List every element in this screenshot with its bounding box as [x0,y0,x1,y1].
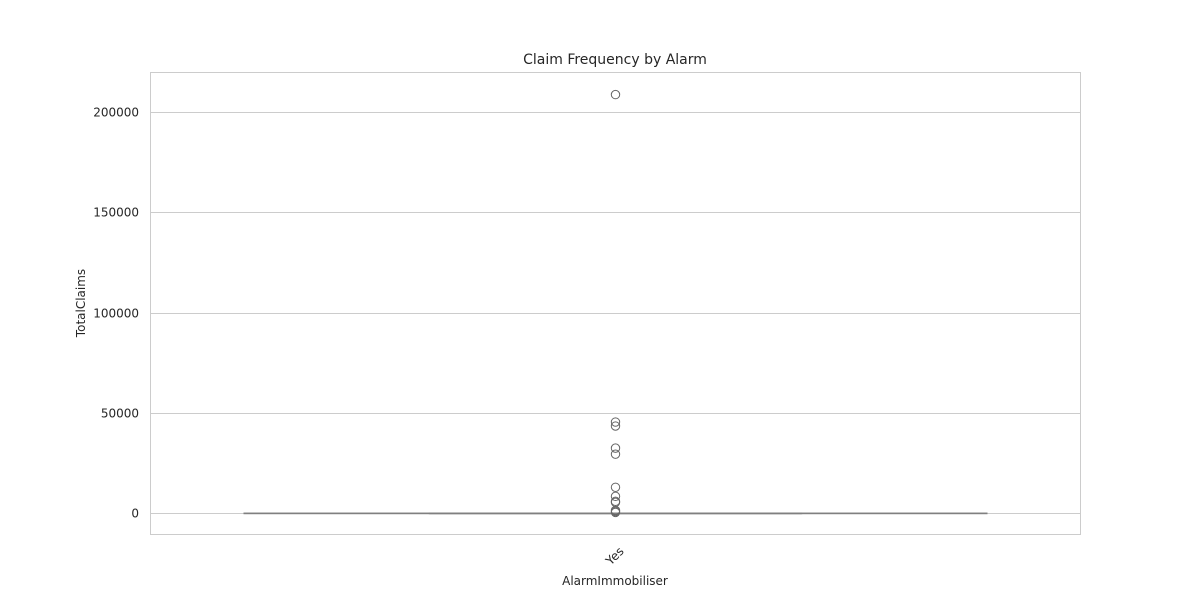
x-tick-label: Yes [602,544,626,568]
outlier-point [610,449,621,459]
y-tick-label: 200000 [93,106,139,120]
plot-area-frame [150,72,1081,535]
y-axis-label: TotalClaims [74,269,88,338]
y-tick-labels: 0 50000 100000 150000 200000 [93,106,139,521]
outlier-point [610,421,621,431]
y-tick-label: 50000 [101,407,139,421]
x-tick-labels: Yes [602,544,626,568]
outlier-point [610,89,621,100]
outlier-point [610,417,621,427]
grid-lines [150,112,1081,514]
outlier-points [610,89,621,518]
y-tick-label: 100000 [93,307,139,321]
outlier-point [610,491,621,502]
y-tick-label: 0 [131,507,139,521]
y-tick-label: 150000 [93,206,139,220]
chart-title: Claim Frequency by Alarm [523,52,707,68]
x-axis-label: AlarmImmobiliser [562,574,668,588]
outlier-point [610,507,621,518]
outlier-point [610,482,621,492]
outlier-point [610,443,621,453]
